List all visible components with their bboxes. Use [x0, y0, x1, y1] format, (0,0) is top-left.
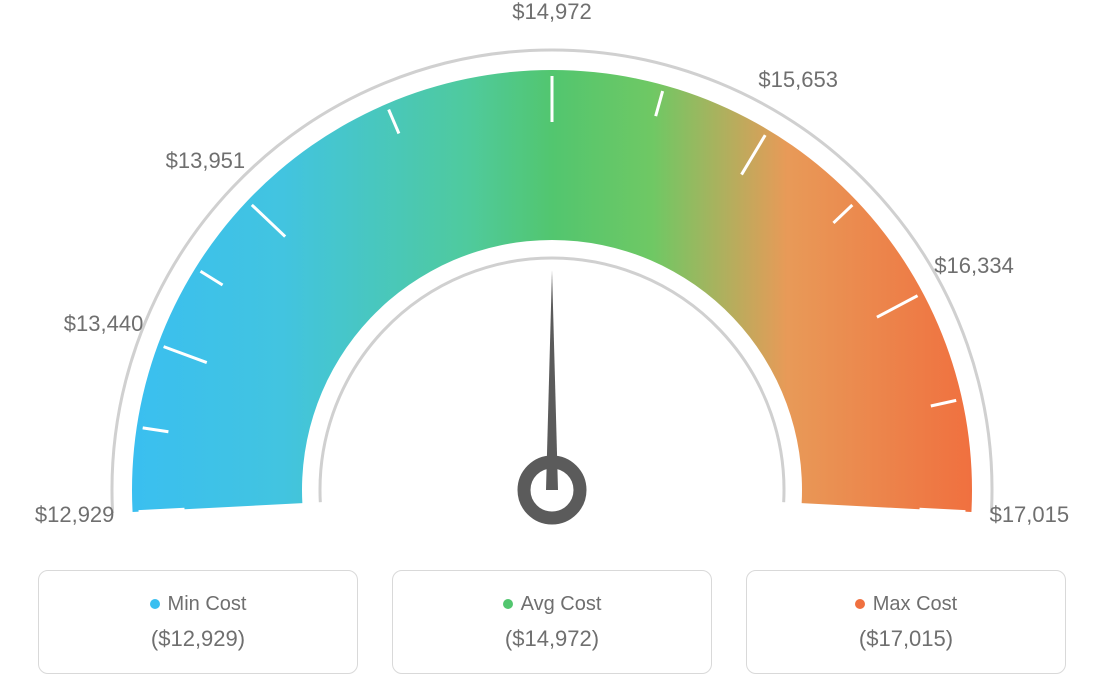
min-cost-value: ($12,929) [151, 626, 245, 652]
gauge-tick-label: $17,015 [990, 502, 1070, 528]
min-cost-title: Min Cost [168, 593, 247, 616]
summary-cards: Min Cost ($12,929) Avg Cost ($14,972) Ma… [0, 570, 1104, 674]
gauge-tick-label: $15,653 [758, 67, 838, 93]
cost-gauge-widget: $12,929 $13,440 $13,951 $14,972 $15,653 $16,3… [0, 0, 1104, 690]
avg-cost-value: ($14,972) [505, 626, 599, 652]
min-cost-card: Min Cost ($12,929) [38, 570, 358, 674]
gauge-tick-label: $12,929 [35, 502, 115, 528]
gauge-area: $12,929 $13,440 $13,951 $14,972 $15,653 $16,3… [0, 0, 1104, 550]
avg-cost-card: Avg Cost ($14,972) [392, 570, 712, 674]
gauge-tick-label: $14,972 [512, 0, 592, 25]
max-cost-value: ($17,015) [859, 626, 953, 652]
gauge-svg [0, 0, 1104, 560]
min-cost-title-row: Min Cost [150, 593, 247, 616]
avg-cost-title-row: Avg Cost [503, 593, 602, 616]
max-bullet-icon [855, 599, 865, 609]
min-bullet-icon [150, 599, 160, 609]
gauge-tick-label: $16,334 [934, 253, 1014, 279]
max-cost-title-row: Max Cost [855, 593, 957, 616]
max-cost-title: Max Cost [873, 593, 957, 616]
gauge-tick-label: $13,951 [166, 148, 246, 174]
avg-bullet-icon [503, 599, 513, 609]
gauge-tick-label: $13,440 [64, 311, 144, 337]
avg-cost-title: Avg Cost [521, 593, 602, 616]
max-cost-card: Max Cost ($17,015) [746, 570, 1066, 674]
